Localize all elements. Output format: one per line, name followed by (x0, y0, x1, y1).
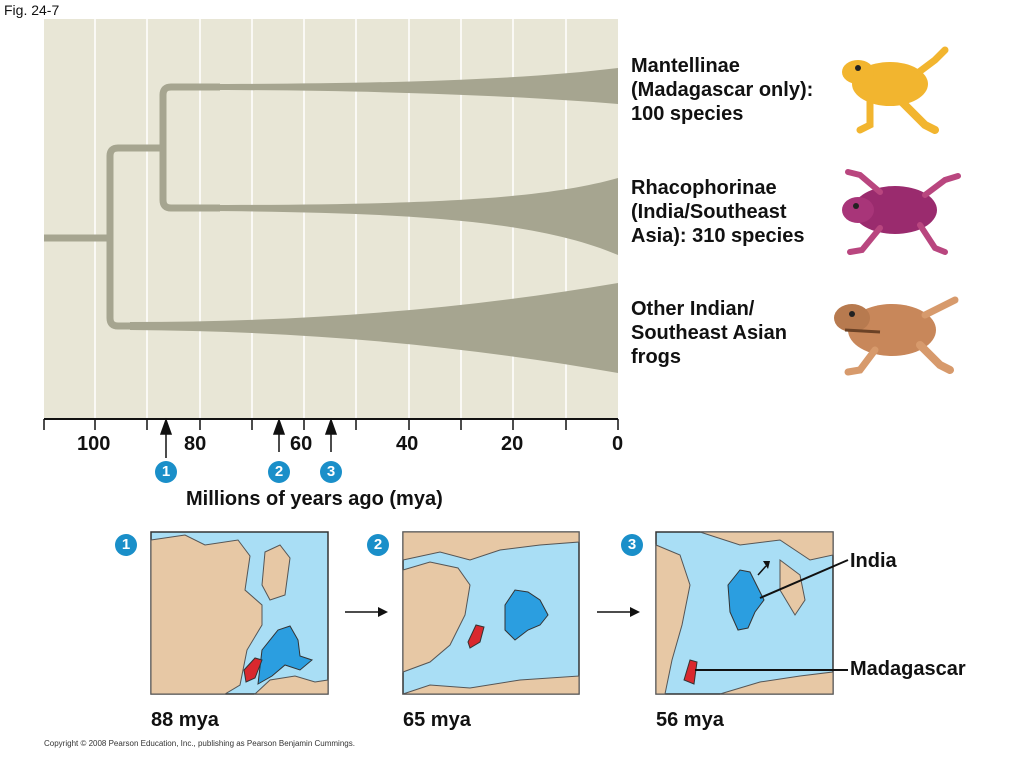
clade-label-mantellinae: Mantellinae (Madagascar only): 100 speci… (631, 55, 814, 125)
brown-frog-icon (834, 296, 959, 376)
clade-label-other-frogs: Other Indian/ Southeast Asian frogs (631, 298, 787, 368)
x-axis-ticks (43, 419, 619, 430)
india-landmass-2 (504, 589, 549, 641)
map-badge-1: 1 (115, 534, 137, 556)
map-badge-2: 2 (367, 534, 389, 556)
x-tick-label: 0 (612, 433, 624, 455)
event-marker-2: 2 (268, 461, 290, 483)
tree-branches (44, 83, 220, 330)
madagascar-landmass-2 (467, 624, 485, 649)
event-marker-3: 3 (320, 461, 342, 483)
other-frogs-wedge (130, 283, 618, 373)
purple-frog-icon (842, 169, 961, 255)
madagascar-landmass (243, 657, 263, 683)
africa-landmass-3 (655, 544, 691, 695)
x-tick-label: 60 (290, 433, 313, 455)
map-badge-3: 3 (621, 534, 643, 556)
figure-label: Fig. 24-7 (4, 2, 60, 18)
x-tick-label: 20 (501, 433, 524, 455)
copyright-notice: Copyright © 2008 Pearson Education, Inc.… (44, 739, 355, 748)
x-tick-label: 40 (396, 433, 419, 455)
africa-landmass-2 (402, 561, 471, 673)
clade-label-rhacophorinae: Rhacophorinae (India/Southeast Asia): 31… (631, 177, 805, 247)
india-label: India (850, 550, 897, 572)
madagascar-landmass-3 (683, 659, 698, 685)
orange-frog-icon (842, 46, 949, 134)
india-landmass-3 (727, 569, 765, 631)
india-leader-line (759, 559, 849, 599)
map-caption-1: 88 mya (151, 709, 219, 731)
madagascar-label: Madagascar (850, 658, 966, 680)
map-3 (655, 531, 834, 695)
mantellinae-wedge (200, 68, 618, 104)
antarctica-landmass (253, 675, 329, 695)
map-2 (402, 531, 580, 695)
india-landmass (257, 625, 314, 685)
rhacophorinae-wedge (200, 178, 618, 255)
event-arrows (159, 417, 338, 458)
event-marker-1: 1 (155, 461, 177, 483)
map-1 (150, 531, 329, 695)
africa-landmass (150, 534, 263, 695)
map-caption-2: 65 mya (403, 709, 471, 731)
x-axis-title: Millions of years ago (mya) (186, 488, 443, 510)
map-caption-3: 56 mya (656, 709, 724, 731)
x-tick-label: 80 (184, 433, 207, 455)
x-tick-label: 100 (77, 433, 111, 455)
